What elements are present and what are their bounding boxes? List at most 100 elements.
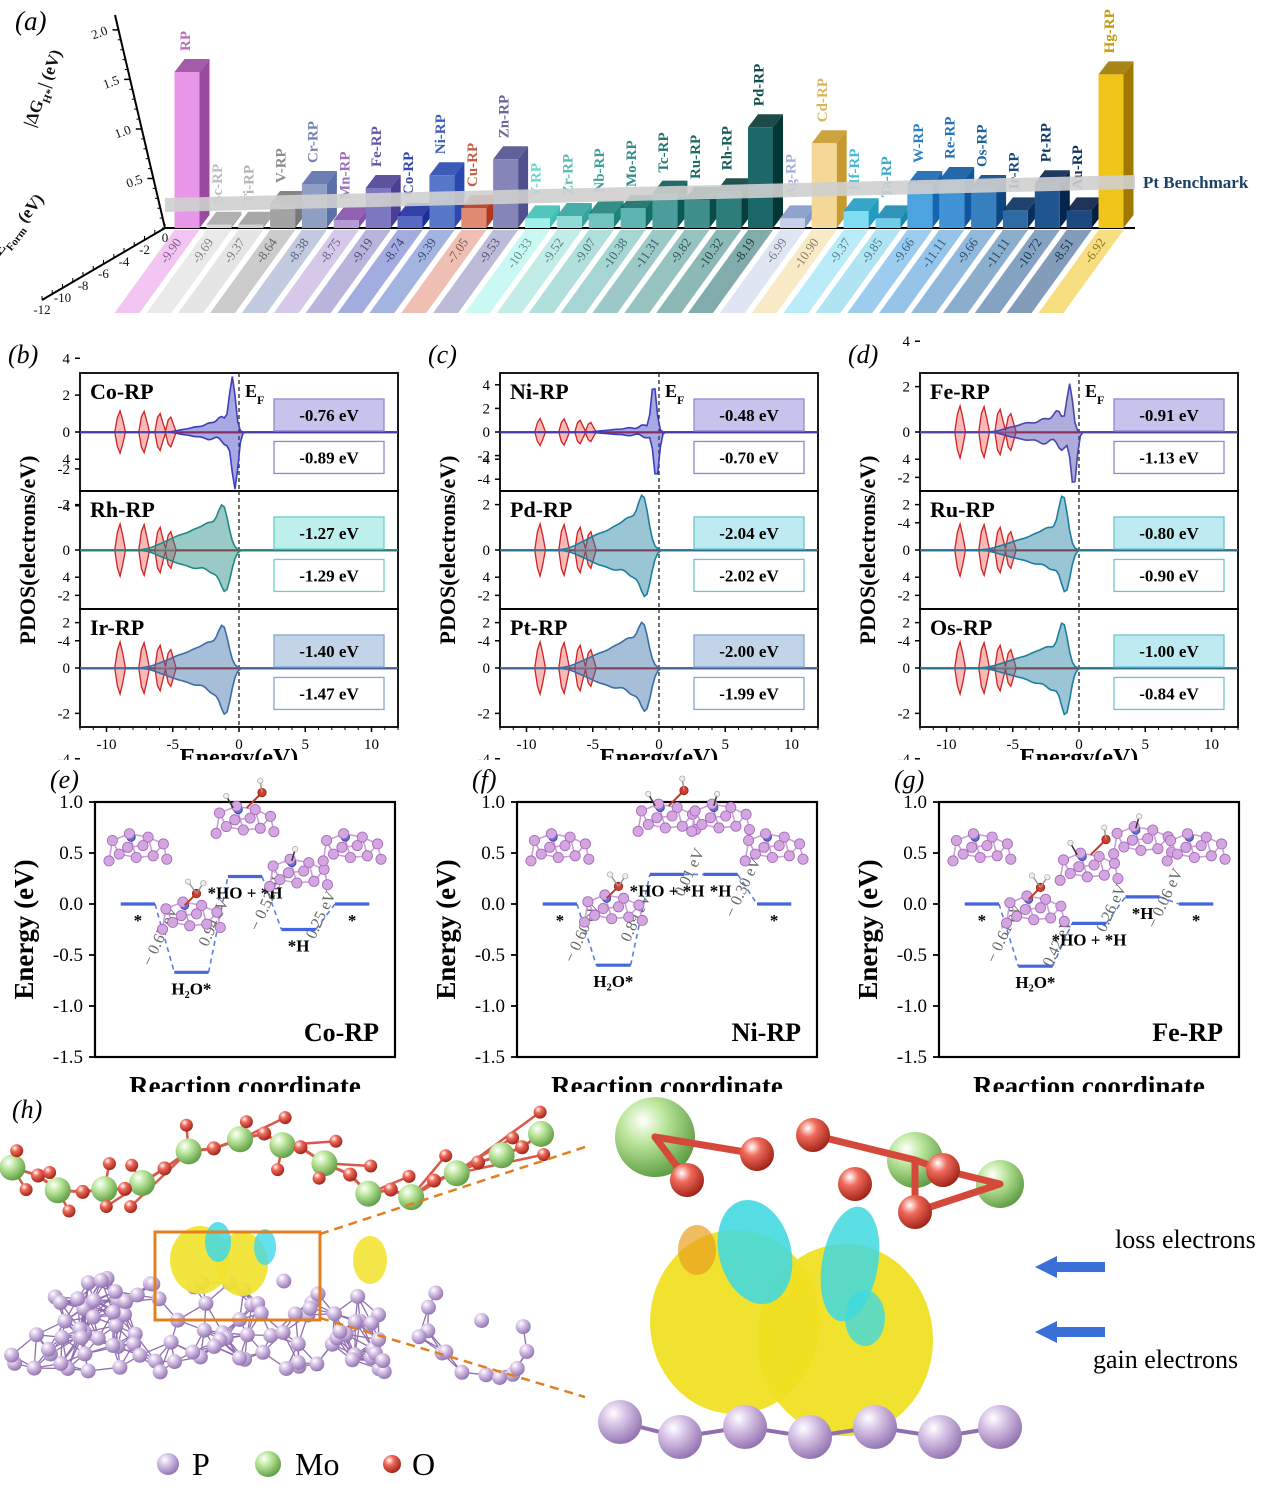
svg-text:-2: -2 xyxy=(898,470,911,486)
svg-text:-1.40 eV: -1.40 eV xyxy=(299,642,359,661)
svg-text:*H: *H xyxy=(710,881,732,900)
svg-text:(g): (g) xyxy=(894,765,924,794)
svg-text:1.0: 1.0 xyxy=(59,792,83,813)
svg-text:-5: -5 xyxy=(167,737,180,753)
svg-text:0.0: 0.0 xyxy=(903,894,927,915)
svg-text:H₂O*: H₂O* xyxy=(593,972,633,991)
svg-text:(b): (b) xyxy=(8,340,38,369)
svg-text:-0.91 eV: -0.91 eV xyxy=(1139,406,1199,425)
svg-text:-2.00 eV: -2.00 eV xyxy=(719,642,779,661)
svg-text:Pd-RP: Pd-RP xyxy=(510,497,572,522)
svg-text:-10: -10 xyxy=(937,737,957,753)
svg-text:-6: -6 xyxy=(98,266,109,281)
svg-text:1.0: 1.0 xyxy=(481,792,505,813)
svg-text:V-RP: V-RP xyxy=(274,148,290,183)
svg-text:*: * xyxy=(978,911,987,930)
svg-text:-1.0: -1.0 xyxy=(897,996,927,1017)
svg-text:2: 2 xyxy=(63,616,71,632)
svg-text:4: 4 xyxy=(903,335,911,350)
svg-text:Cu-RP: Cu-RP xyxy=(465,143,481,187)
svg-text:0: 0 xyxy=(63,661,71,677)
svg-text:-4: -4 xyxy=(478,634,491,650)
svg-text:Ni-RP: Ni-RP xyxy=(732,1018,801,1047)
svg-text:Fe-RP: Fe-RP xyxy=(1152,1018,1223,1047)
svg-text:2: 2 xyxy=(903,380,911,396)
svg-text:-4: -4 xyxy=(898,752,911,760)
svg-text:5: 5 xyxy=(1142,737,1150,753)
svg-text:-5: -5 xyxy=(1007,737,1020,753)
svg-text:*HO + *H: *HO + *H xyxy=(1052,930,1127,949)
svg-text:-10: -10 xyxy=(97,737,117,753)
svg-text:-1.13 eV: -1.13 eV xyxy=(1139,448,1199,467)
svg-text:*H: *H xyxy=(1132,904,1154,923)
svg-text:Reaction coordinate: Reaction coordinate xyxy=(973,1071,1205,1092)
svg-text:10: 10 xyxy=(1204,737,1219,753)
svg-text:-1.00 eV: -1.00 eV xyxy=(1139,642,1199,661)
svg-text:Pd-RP: Pd-RP xyxy=(752,64,768,107)
svg-text:PDOS(electrons/eV): PDOS(electrons/eV) xyxy=(855,456,880,645)
svg-text:Fe-RP: Fe-RP xyxy=(369,126,385,167)
svg-text:-8: -8 xyxy=(78,278,89,293)
svg-text:Cr-RP: Cr-RP xyxy=(305,121,321,163)
svg-text:H₂O*: H₂O* xyxy=(1015,973,1055,992)
svg-text:Ru-RP: Ru-RP xyxy=(930,497,995,522)
svg-text:*: * xyxy=(1192,911,1201,930)
svg-text:Reaction coordinate: Reaction coordinate xyxy=(129,1071,361,1092)
svg-text:-2: -2 xyxy=(478,706,491,722)
svg-text:-4: -4 xyxy=(478,472,491,488)
svg-text:-4: -4 xyxy=(119,254,130,269)
svg-text:*: * xyxy=(770,911,779,930)
svg-text:2.0: 2.0 xyxy=(89,23,109,43)
svg-text:1.5: 1.5 xyxy=(101,72,121,92)
svg-text:Rh-RP: Rh-RP xyxy=(720,126,736,170)
svg-text:(a): (a) xyxy=(15,6,46,36)
svg-text:-0.76 eV: -0.76 eV xyxy=(299,406,359,425)
svg-text:Energy(eV): Energy(eV) xyxy=(1020,745,1139,760)
svg-text:4: 4 xyxy=(63,570,71,586)
svg-text:-0.89 eV: -0.89 eV xyxy=(299,448,359,467)
svg-text:4: 4 xyxy=(483,378,491,394)
svg-text:4: 4 xyxy=(63,351,71,367)
svg-text:-4: -4 xyxy=(898,516,911,532)
svg-text:Energy (eV): Energy (eV) xyxy=(9,859,39,999)
svg-text:*: * xyxy=(556,911,565,930)
svg-text:-1.5: -1.5 xyxy=(53,1047,83,1068)
svg-text:-2: -2 xyxy=(58,588,71,604)
svg-text:-2: -2 xyxy=(139,242,150,257)
svg-text:0.5: 0.5 xyxy=(124,171,144,191)
svg-text:4: 4 xyxy=(483,570,491,586)
svg-text:-2: -2 xyxy=(898,588,911,604)
svg-text:(d): (d) xyxy=(848,340,878,369)
svg-text:Os-RP: Os-RP xyxy=(975,125,991,168)
svg-text:-0.84 eV: -0.84 eV xyxy=(1139,684,1199,703)
svg-text:Re-RP: Re-RP xyxy=(943,117,959,159)
svg-text:-0.70 eV: -0.70 eV xyxy=(719,448,779,467)
svg-text:-2.02 eV: -2.02 eV xyxy=(719,566,779,585)
svg-text:Hg-RP: Hg-RP xyxy=(1102,9,1118,53)
svg-text:-1.99 eV: -1.99 eV xyxy=(719,684,779,703)
svg-text:Co-RP: Co-RP xyxy=(304,1018,379,1047)
svg-text:Co-RP: Co-RP xyxy=(90,379,154,404)
svg-text:PDOS(electrons/eV): PDOS(electrons/eV) xyxy=(15,456,40,645)
svg-text:0: 0 xyxy=(63,543,71,559)
svg-text:Zn-RP: Zn-RP xyxy=(497,95,513,138)
svg-text:Reaction coordinate: Reaction coordinate xyxy=(551,1071,783,1092)
svg-text:Mo-RP: Mo-RP xyxy=(624,140,640,187)
svg-text:10: 10 xyxy=(364,737,379,753)
svg-text:Tc-RP: Tc-RP xyxy=(656,132,672,172)
svg-text:-0.5: -0.5 xyxy=(53,945,83,966)
svg-text:0: 0 xyxy=(903,543,911,559)
svg-text:-2: -2 xyxy=(898,706,911,722)
svg-text:1.0: 1.0 xyxy=(112,122,132,142)
svg-text:0.0: 0.0 xyxy=(59,894,83,915)
svg-text:-5: -5 xyxy=(587,737,600,753)
svg-text:*H: *H xyxy=(288,937,310,956)
svg-text:H₂O*: H₂O* xyxy=(171,979,211,998)
svg-text:Mn-RP: Mn-RP xyxy=(337,152,353,200)
svg-text:*: * xyxy=(348,911,357,930)
svg-text:0: 0 xyxy=(903,661,911,677)
svg-text:-2: -2 xyxy=(478,588,491,604)
svg-text:2: 2 xyxy=(903,616,911,632)
svg-text:PDOS(electrons/eV): PDOS(electrons/eV) xyxy=(435,456,460,645)
svg-text:4: 4 xyxy=(63,452,71,468)
